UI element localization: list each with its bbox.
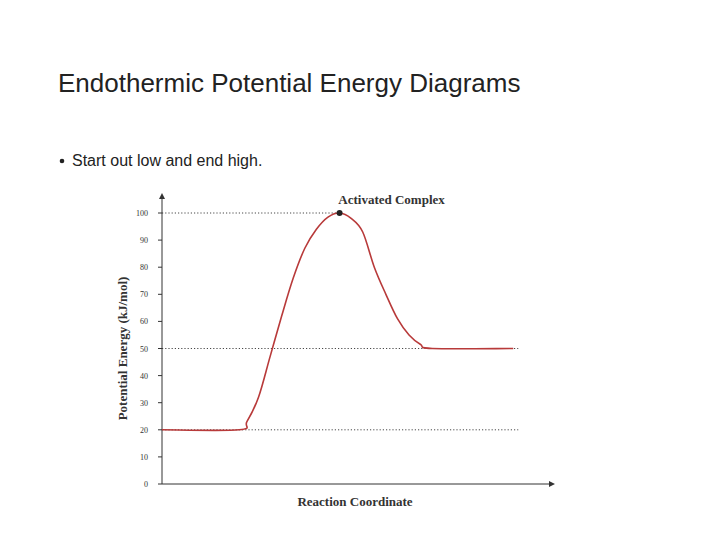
y-tick-label: 0: [144, 480, 148, 489]
y-tick-label: 60: [140, 317, 148, 326]
y-tick-label: 70: [140, 290, 148, 299]
reference-line: [162, 213, 340, 214]
x-axis-label: Reaction Coordinate: [297, 494, 412, 509]
plot-area: [162, 213, 513, 430]
y-tick-label: 80: [140, 263, 148, 272]
y-tick: [158, 321, 162, 322]
y-tick: [158, 294, 162, 295]
y-tick-label: 90: [140, 236, 148, 245]
y-tick: [158, 267, 162, 268]
y-tick-label: 40: [140, 372, 148, 381]
slide: Endothermic Potential Energy Diagrams Sta…: [0, 0, 720, 540]
bullet-dot: [60, 159, 65, 164]
y-axis-label: Potential Energy (kJ/mol): [115, 277, 130, 421]
energy-curve: [162, 213, 513, 430]
annotation-text: Activated Complex: [338, 192, 445, 207]
y-tick: [158, 429, 162, 430]
y-tick-label: 20: [140, 426, 148, 435]
y-axis-arrow: [159, 193, 165, 199]
slide-title: Endothermic Potential Energy Diagrams: [58, 68, 520, 98]
y-tick-label: 30: [140, 399, 148, 408]
y-tick: [158, 484, 162, 485]
bullet-text: Start out low and end high.: [72, 152, 262, 169]
y-tick-label: 50: [140, 345, 148, 354]
y-tick-label: 10: [140, 453, 148, 462]
annotation-point: [337, 210, 343, 216]
y-tick: [158, 240, 162, 241]
x-axis: [162, 484, 550, 485]
y-tick: [158, 348, 162, 349]
y-tick: [158, 402, 162, 403]
y-tick-label: 100: [136, 209, 148, 218]
y-tick: [158, 375, 162, 376]
y-tick: [158, 456, 162, 457]
y-tick: [158, 213, 162, 214]
axes: 0 10 20 30 40 50 60 70 80 90 100: [136, 193, 555, 489]
x-axis-arrow: [549, 481, 555, 487]
